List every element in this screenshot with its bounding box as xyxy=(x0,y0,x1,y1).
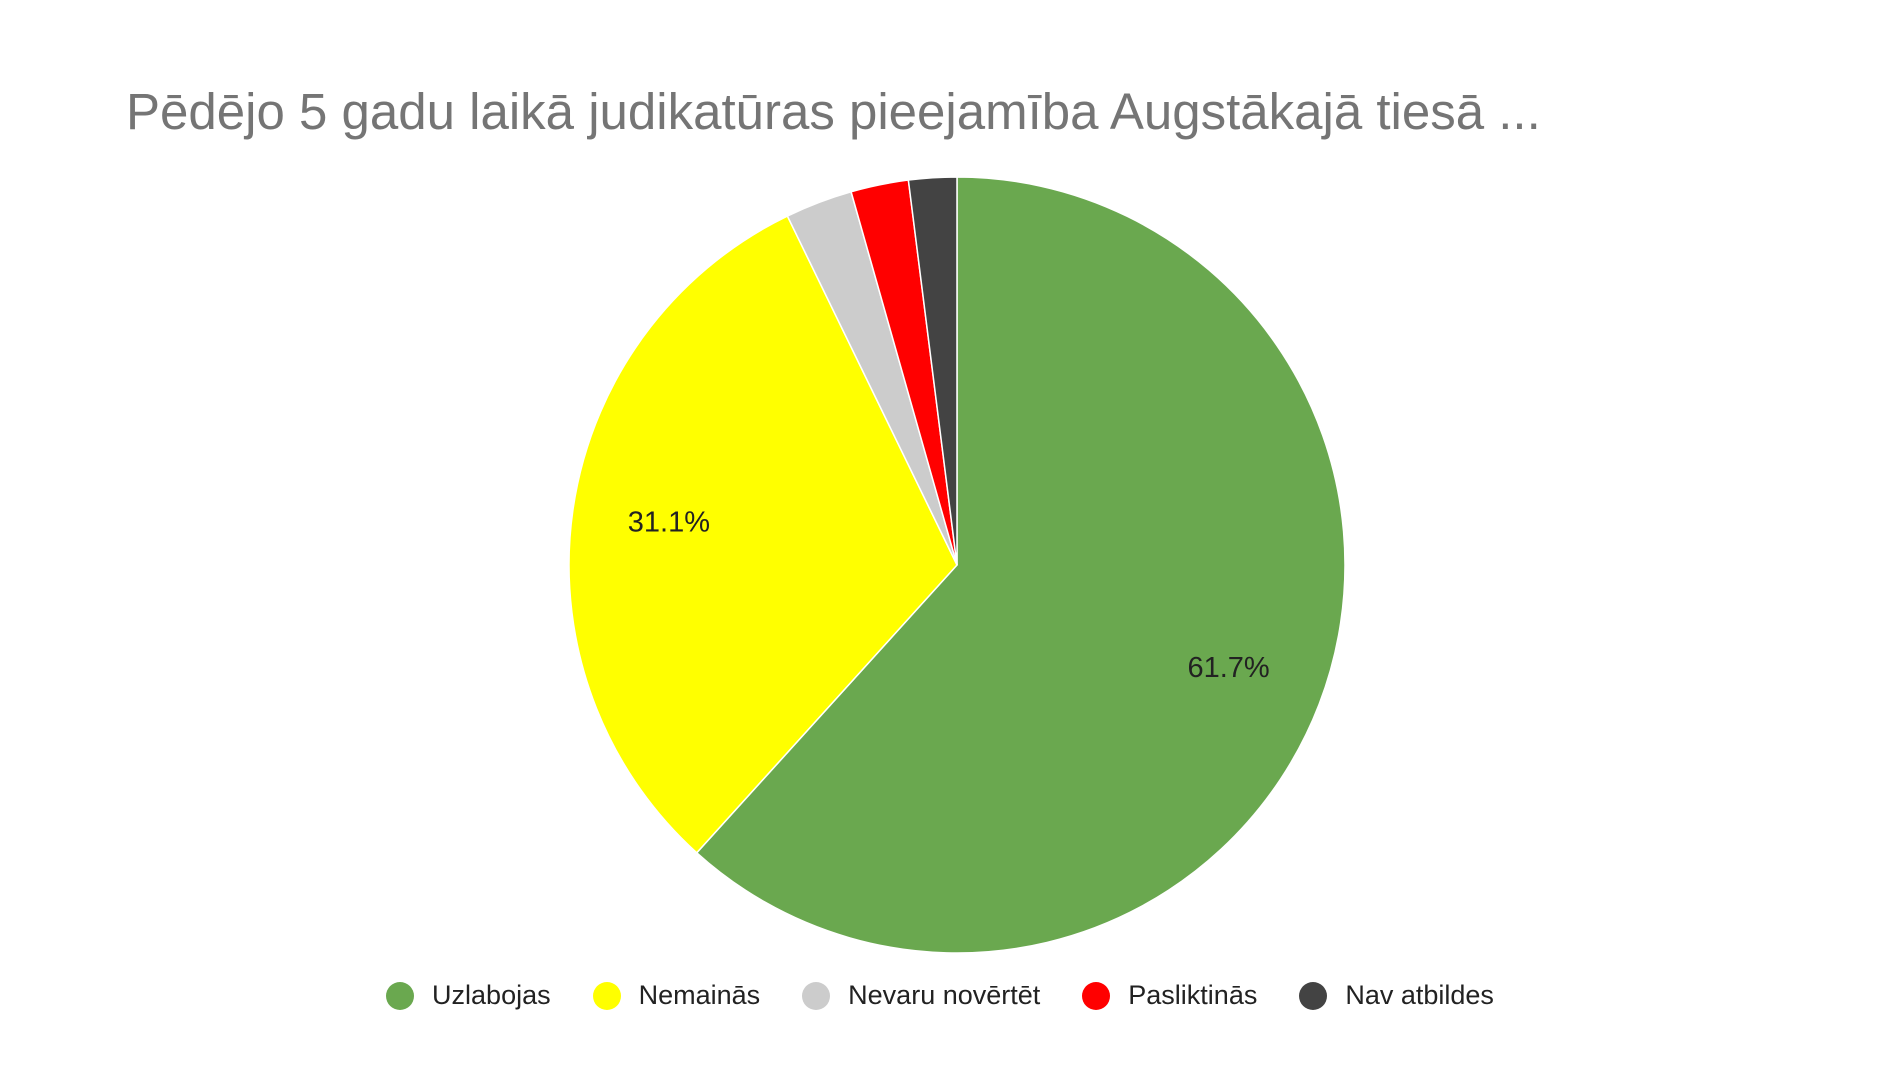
legend-label: Uzlabojas xyxy=(432,980,551,1010)
pie-slice-nemainas[interactable] xyxy=(568,215,958,854)
data-label-uzlabojas: 61.7% xyxy=(1187,652,1269,684)
data-label-nemainas: 31.1% xyxy=(628,507,710,539)
legend-label: Nevaru novērtēt xyxy=(848,980,1041,1010)
pie-slice-uzlabojas[interactable] xyxy=(695,176,1346,954)
legend-label: Pasliktinās xyxy=(1128,980,1258,1010)
legend-item-nevaru-novertet[interactable]: Nevaru novērtēt xyxy=(802,980,1040,1011)
legend-label: Nav atbildes xyxy=(1345,980,1494,1010)
legend-swatch xyxy=(592,981,621,1010)
legend-item-uzlabojas[interactable]: Uzlabojas xyxy=(386,980,551,1011)
pie-slice-nav-atbildes[interactable] xyxy=(907,176,958,566)
legend-label: Nemainās xyxy=(638,980,761,1010)
legend-swatch xyxy=(802,981,831,1010)
legend-item-nav-atbildes[interactable]: Nav atbildes xyxy=(1299,980,1494,1011)
legend-swatch xyxy=(1082,981,1111,1010)
chart-title: Pēdējo 5 gadu laikā judikatūras pieejamī… xyxy=(126,83,1541,140)
legend-item-pasliktinas[interactable]: Pasliktinās xyxy=(1082,980,1257,1011)
legend: Uzlabojas Nemainās Nevaru novērtēt Pasli… xyxy=(0,980,1880,1011)
legend-swatch xyxy=(1299,981,1328,1010)
legend-swatch xyxy=(386,981,415,1010)
legend-item-nemainas[interactable]: Nemainās xyxy=(592,980,761,1011)
